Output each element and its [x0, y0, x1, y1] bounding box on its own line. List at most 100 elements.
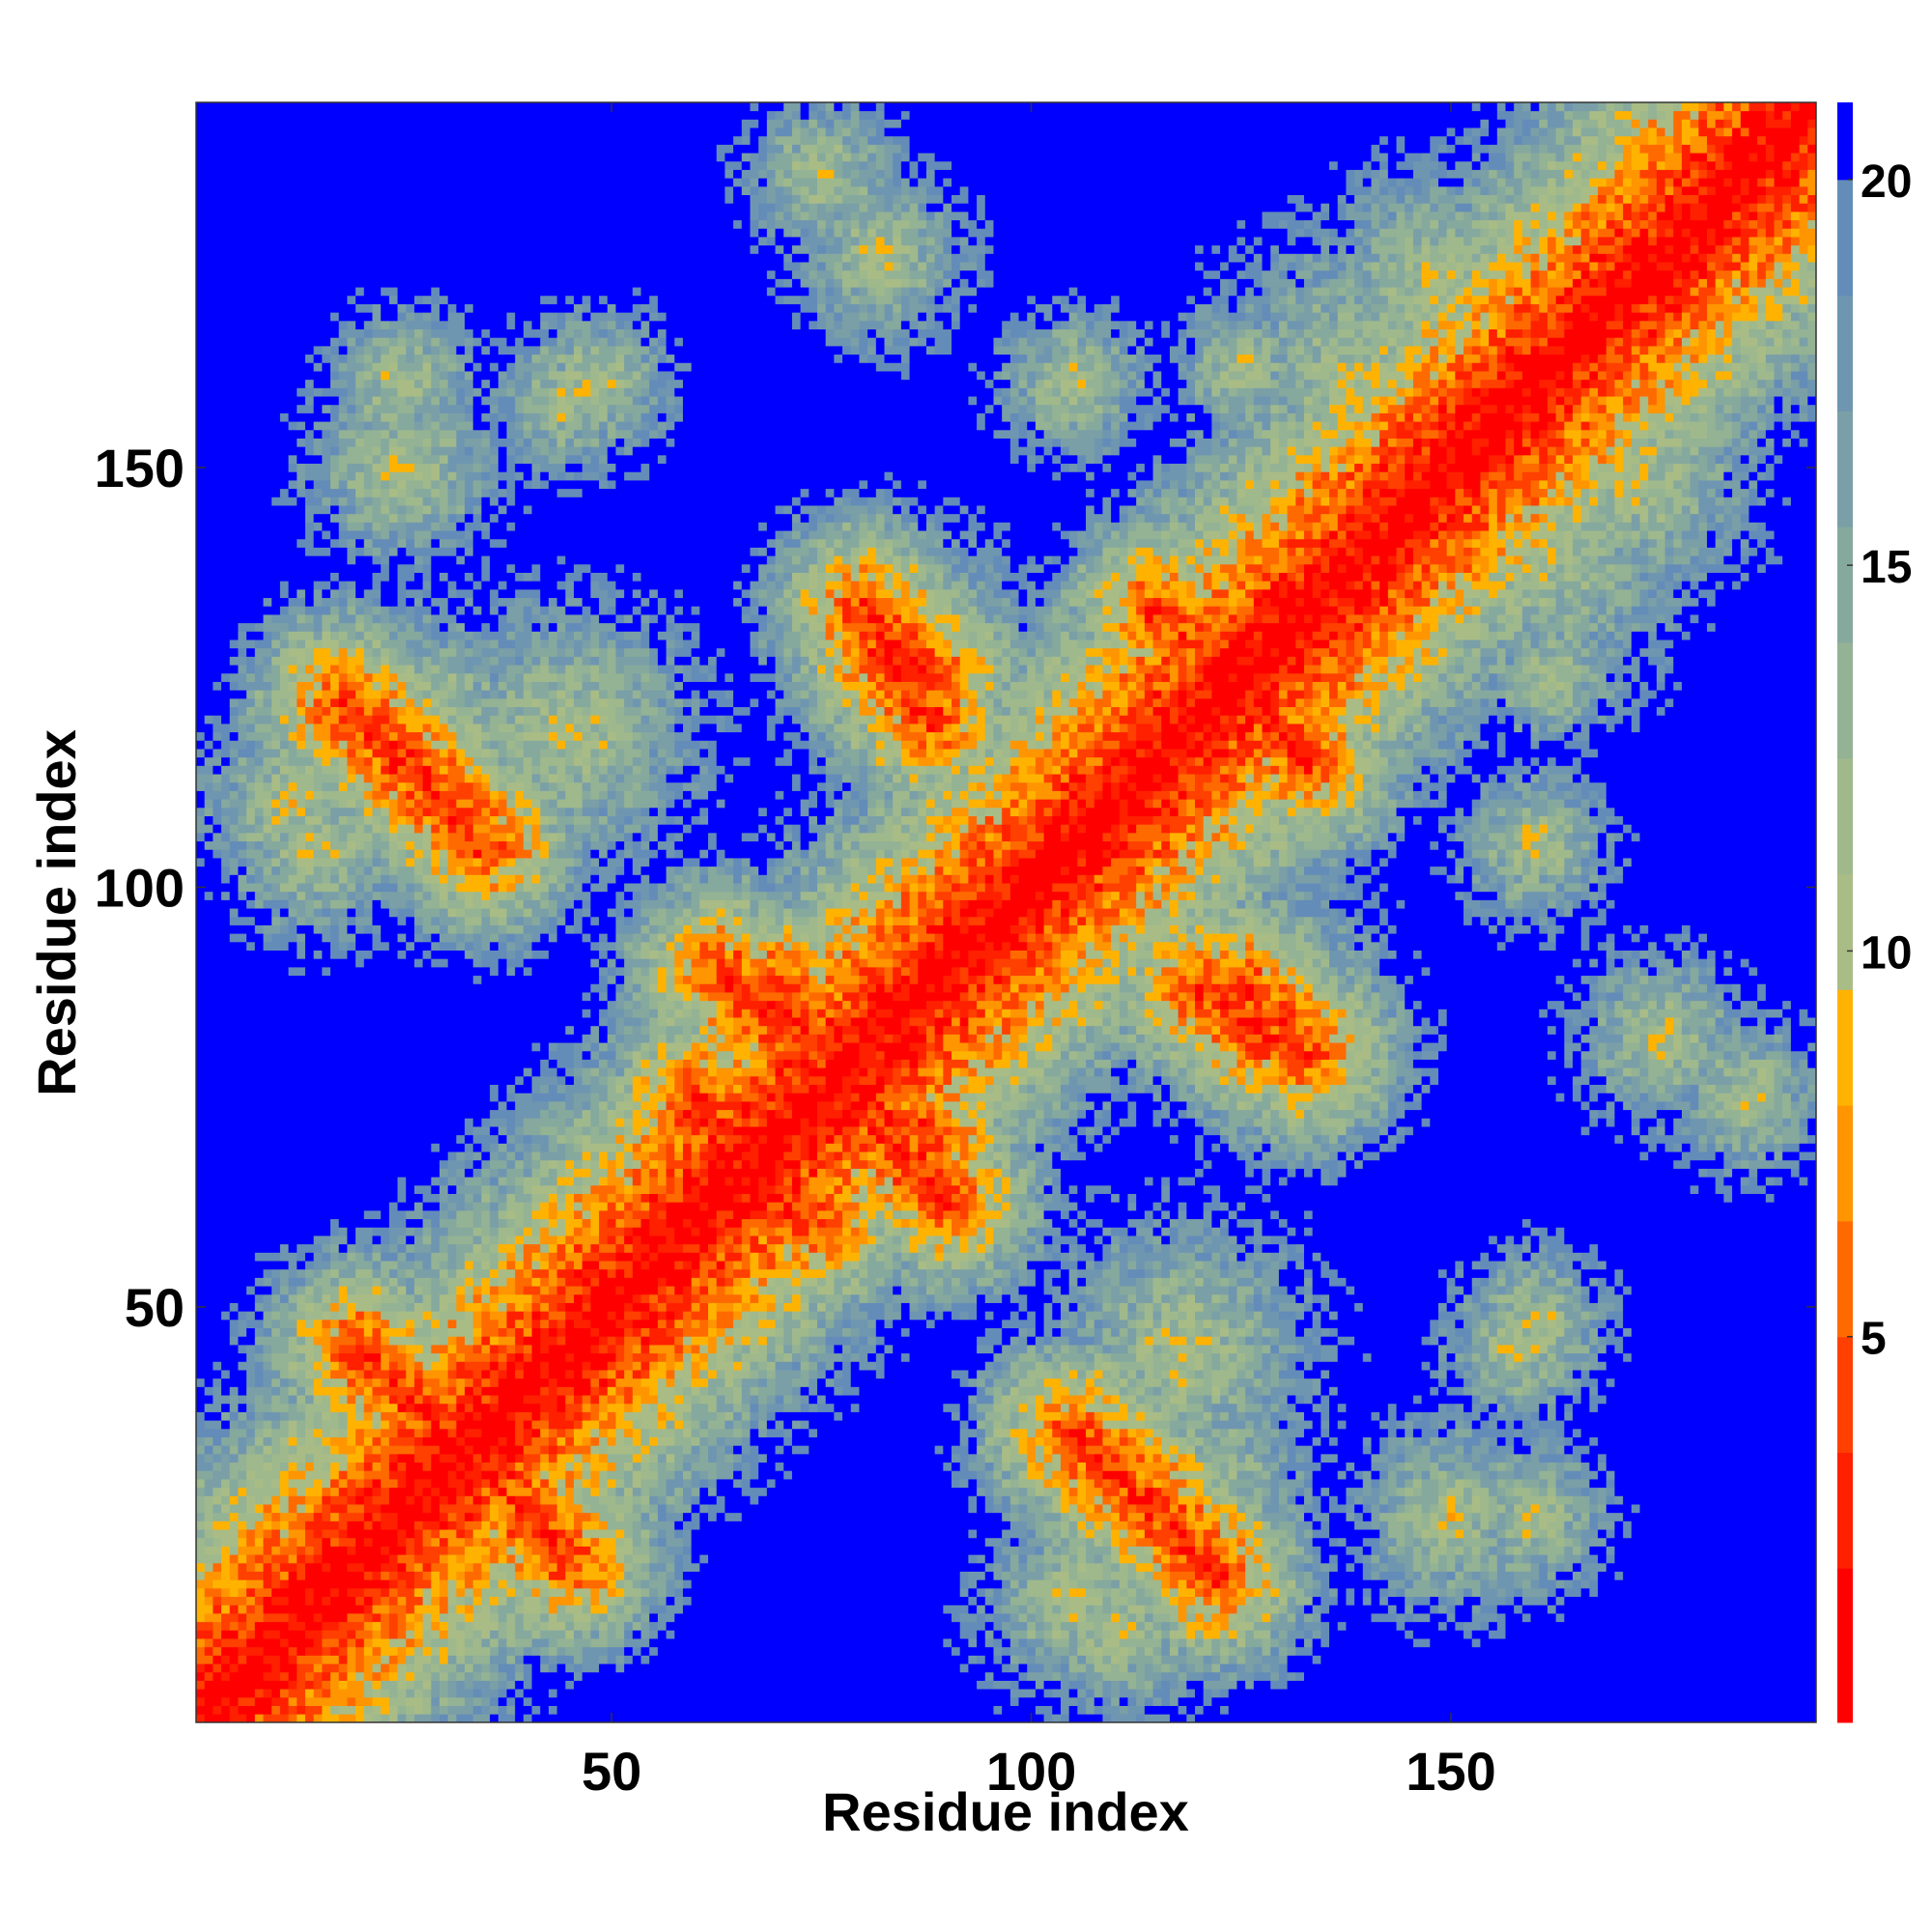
heatmap-cell	[716, 1336, 725, 1346]
heatmap-cell	[599, 1436, 609, 1446]
heatmap-cell	[1354, 1495, 1364, 1505]
heatmap-cell	[254, 1344, 264, 1354]
heatmap-cell	[431, 1689, 440, 1698]
heatmap-cell	[1245, 1571, 1255, 1580]
heatmap-cell	[1312, 1646, 1817, 1656]
heatmap-cell	[1119, 1445, 1146, 1455]
heatmap-cell	[1312, 1655, 1321, 1664]
heatmap-cell	[607, 1403, 625, 1412]
heatmap-cell	[1052, 1546, 1062, 1555]
heatmap-cell	[1094, 1336, 1103, 1346]
heatmap-cell	[666, 1605, 684, 1614]
heatmap-cell	[1346, 1587, 1355, 1598]
heatmap-cell	[556, 1386, 575, 1396]
heatmap-cell	[1136, 1520, 1153, 1530]
heatmap-cell	[1303, 1579, 1314, 1589]
heatmap-cell	[666, 1445, 684, 1455]
heatmap-cell	[699, 1428, 709, 1437]
heatmap-cell	[388, 1605, 407, 1614]
heatmap-cell	[1312, 1596, 1321, 1605]
heatmap-cell	[1111, 1571, 1128, 1580]
heatmap-cell	[422, 1587, 432, 1598]
heatmap-cell	[472, 1605, 482, 1614]
heatmap-cell	[1178, 1696, 1205, 1707]
heatmap-cell	[959, 1663, 969, 1673]
heatmap-cell	[1278, 1504, 1288, 1514]
heatmap-cell	[1094, 1680, 1103, 1690]
heatmap-cell	[1052, 1302, 1062, 1312]
heatmap-cell	[1169, 1587, 1179, 1598]
heatmap-cell	[624, 1411, 659, 1421]
heatmap-cell	[1471, 1462, 1490, 1471]
heatmap-cell	[338, 1420, 348, 1430]
heatmap-cell	[1329, 1562, 1339, 1572]
heatmap-cell	[1337, 1621, 1347, 1631]
heatmap-cell	[657, 1453, 667, 1463]
heatmap-cell	[599, 1395, 609, 1405]
heatmap-cell	[758, 1453, 768, 1463]
heatmap-cell	[1052, 1537, 1062, 1547]
heatmap-cell	[574, 1479, 583, 1489]
heatmap-cell	[1102, 1470, 1128, 1480]
heatmap-cell	[968, 1655, 978, 1664]
heatmap-cell	[657, 1420, 667, 1430]
heatmap-cell	[355, 1479, 365, 1489]
heatmap-cell	[1009, 1621, 1028, 1631]
heatmap-cell	[1136, 1646, 1146, 1656]
heatmap-cell	[1127, 1336, 1137, 1346]
heatmap-cell	[1245, 1411, 1263, 1421]
heatmap-cell	[413, 1587, 424, 1598]
heatmap-cell	[221, 1370, 231, 1379]
heatmap-cell	[1605, 1344, 1615, 1354]
heatmap-cell	[1152, 1319, 1162, 1329]
heatmap-cell	[1220, 1495, 1230, 1505]
heatmap-cell	[1119, 1537, 1137, 1547]
heatmap-cell	[1119, 1336, 1128, 1346]
heatmap-cell	[640, 1344, 650, 1354]
heatmap-cell	[968, 1605, 978, 1614]
heatmap-cell	[1321, 1352, 1339, 1362]
heatmap-cell	[465, 1520, 482, 1530]
heatmap-cell	[1421, 1336, 1431, 1346]
heatmap-cell	[279, 1420, 289, 1430]
heatmap-cell	[439, 1453, 457, 1463]
heatmap-cell	[1605, 1479, 1615, 1489]
heatmap-cell	[615, 1311, 625, 1321]
heatmap-cell	[959, 1579, 969, 1589]
heatmap-cell	[397, 1596, 407, 1605]
heatmap-cell	[1035, 1512, 1044, 1521]
heatmap-cell	[1539, 1411, 1548, 1421]
heatmap-cell	[456, 1571, 466, 1580]
heatmap-cell	[1278, 1302, 1305, 1312]
heatmap-cell	[1555, 1319, 1565, 1329]
heatmap-cell	[531, 1327, 541, 1337]
heatmap-cell	[465, 1638, 474, 1648]
heatmap-cell	[615, 1370, 625, 1379]
heatmap-cell	[649, 1361, 659, 1371]
heatmap-cell	[1505, 1512, 1515, 1521]
heatmap-cell	[565, 1293, 575, 1303]
heatmap-cell	[422, 1311, 432, 1321]
heatmap-cell	[1496, 1479, 1506, 1489]
heatmap-cell	[304, 1420, 315, 1430]
heatmap-cell	[497, 1470, 507, 1480]
heatmap-cell	[540, 1571, 550, 1580]
heatmap-cell	[758, 1411, 768, 1421]
heatmap-cell	[506, 1453, 516, 1463]
heatmap-cell	[497, 1403, 541, 1412]
heatmap-cell	[1455, 1562, 1464, 1572]
heatmap-cell	[1262, 1386, 1271, 1396]
heatmap-cell	[1195, 1630, 1205, 1639]
heatmap-cell	[1203, 1671, 1221, 1681]
heatmap-cell	[297, 1336, 306, 1346]
heatmap-cell	[1379, 1504, 1389, 1514]
heatmap-cell	[1236, 1562, 1246, 1572]
heatmap-cell	[196, 1663, 206, 1673]
heatmap-cell	[1169, 1352, 1179, 1362]
heatmap-cell	[229, 1453, 239, 1463]
heatmap-cell	[1295, 1336, 1314, 1346]
heatmap-cell	[288, 1579, 390, 1589]
heatmap-cell	[984, 1495, 994, 1505]
heatmap-cell	[447, 1562, 466, 1572]
heatmap-cell	[313, 1378, 323, 1387]
